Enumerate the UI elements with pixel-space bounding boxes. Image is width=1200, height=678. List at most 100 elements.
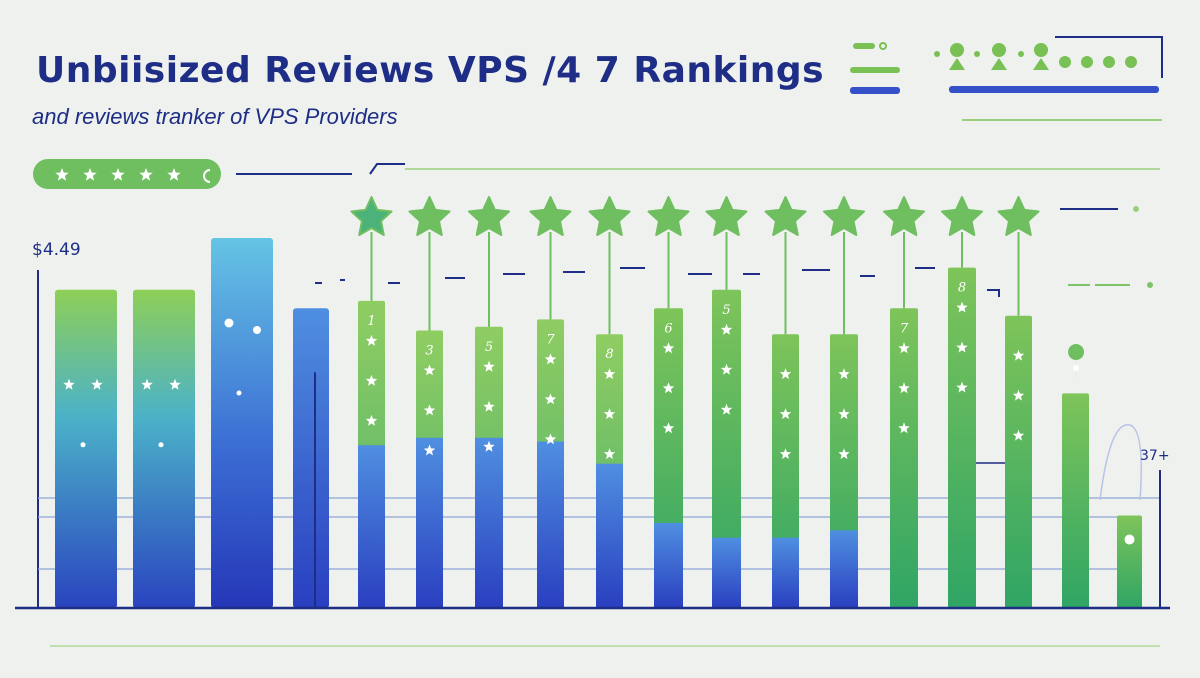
bar (133, 289, 195, 608)
bar-star-icon (662, 422, 675, 434)
rating-star-icon (941, 196, 983, 236)
bar-group: 8 (588, 196, 631, 608)
bar-dot (80, 442, 86, 448)
bar-star-icon (720, 323, 733, 335)
rating-star-icon (647, 196, 690, 236)
bar-star-icon (603, 448, 616, 460)
rating-star-icon (83, 168, 97, 181)
bar (211, 238, 273, 608)
bar (293, 308, 329, 608)
bar-star-icon (365, 414, 378, 426)
bar-star-icon (956, 301, 968, 313)
bar-star-icon (544, 393, 557, 405)
bar-label: 5 (722, 303, 730, 318)
bar-star-icon (838, 368, 850, 380)
bar-lower-segment (596, 463, 623, 608)
bar-star-icon (956, 341, 968, 353)
bar-group: 1 (350, 196, 393, 608)
bar-group: 5 (705, 196, 748, 608)
bar-lower-segment (416, 437, 443, 608)
bar-label: 3 (425, 344, 433, 359)
rating-star-icon (883, 196, 925, 236)
bar-dot (1124, 534, 1135, 545)
bar-star-icon (720, 403, 733, 415)
bar-star-icon (720, 363, 733, 375)
bar-group: 7 (529, 196, 572, 608)
bar-group: 8 (941, 196, 983, 608)
bar-star-icon (544, 353, 557, 365)
bar-label: 5 (485, 340, 493, 355)
bar-star-icon (141, 378, 153, 390)
bar-star-icon (603, 408, 616, 420)
bar-star-icon (662, 342, 675, 354)
rating-star-icon (705, 196, 748, 236)
rating-star-icon (55, 168, 69, 181)
bar-star-icon (898, 422, 910, 434)
bar-group (293, 308, 329, 608)
bar-star-icon (423, 444, 436, 456)
bar-dot (253, 326, 261, 334)
bar-star-icon (91, 378, 103, 390)
bar (712, 289, 741, 608)
bar-star-icon (838, 448, 850, 460)
bar-group (133, 289, 195, 608)
rating-star-icon (588, 196, 631, 236)
bar-lower-segment (537, 441, 564, 608)
bar-label: 8 (958, 281, 966, 296)
rating-star-icon (764, 196, 807, 236)
rating-star-icon (529, 196, 572, 236)
bar-star-icon (423, 364, 436, 376)
right-label: 37+ (1140, 448, 1170, 464)
bar-star-icon (779, 368, 792, 380)
bar-star-icon (169, 378, 181, 390)
bar-lower-segment (654, 522, 683, 608)
bar-star-icon (1012, 429, 1025, 441)
rating-star-icon (167, 168, 181, 181)
rating-star-icon (111, 168, 125, 181)
rating-star-icon (350, 196, 393, 236)
bar (948, 267, 976, 608)
rating-star-icon (468, 196, 510, 236)
bar-label: 1 (367, 314, 375, 329)
bar-group (997, 196, 1040, 608)
rating-star-icon (823, 196, 865, 236)
menu-icon[interactable] (845, 40, 905, 100)
bar-group (211, 238, 273, 608)
bar (1005, 315, 1032, 608)
bar-star-icon (483, 400, 495, 412)
location-pin-icon (1068, 344, 1085, 384)
bar-group (764, 196, 807, 608)
bar (1062, 393, 1089, 608)
bar-label: 7 (900, 321, 909, 336)
bar-star-icon (63, 378, 75, 390)
bar-star-icon (898, 382, 910, 394)
y-axis-label: $4.49 (32, 240, 81, 260)
bar-star-icon (662, 382, 675, 394)
bar-label: 6 (664, 321, 672, 336)
bar-star-icon (779, 448, 792, 460)
chart-title: Unbiisized Reviews VPS /4 7 Rankings (36, 50, 825, 91)
bar-star-icon (838, 408, 850, 420)
chart-subtitle: and reviews tranker of VPS Providers (32, 104, 398, 129)
bar-star-icon (365, 374, 378, 386)
bar-star-icon (544, 433, 557, 445)
bar-star-icon (898, 342, 910, 354)
bar-lower-segment (712, 537, 741, 608)
bar-group (55, 289, 117, 608)
bar-label: 7 (546, 332, 555, 347)
bar-label: 8 (605, 347, 613, 362)
bar (890, 308, 918, 608)
bar-lower-segment (830, 530, 858, 608)
bar-star-icon (779, 408, 792, 420)
bar-star-icon (483, 360, 495, 372)
bar-star-icon (365, 334, 378, 346)
bar-group: 5 (468, 196, 510, 608)
bar-dot (224, 318, 234, 328)
bar-group (1117, 515, 1142, 608)
rating-star-icon (139, 168, 153, 181)
bar-group (823, 196, 865, 608)
bar-group: 7 (883, 196, 925, 608)
bar-group: 3 (408, 196, 451, 608)
bar-dot (158, 442, 164, 448)
